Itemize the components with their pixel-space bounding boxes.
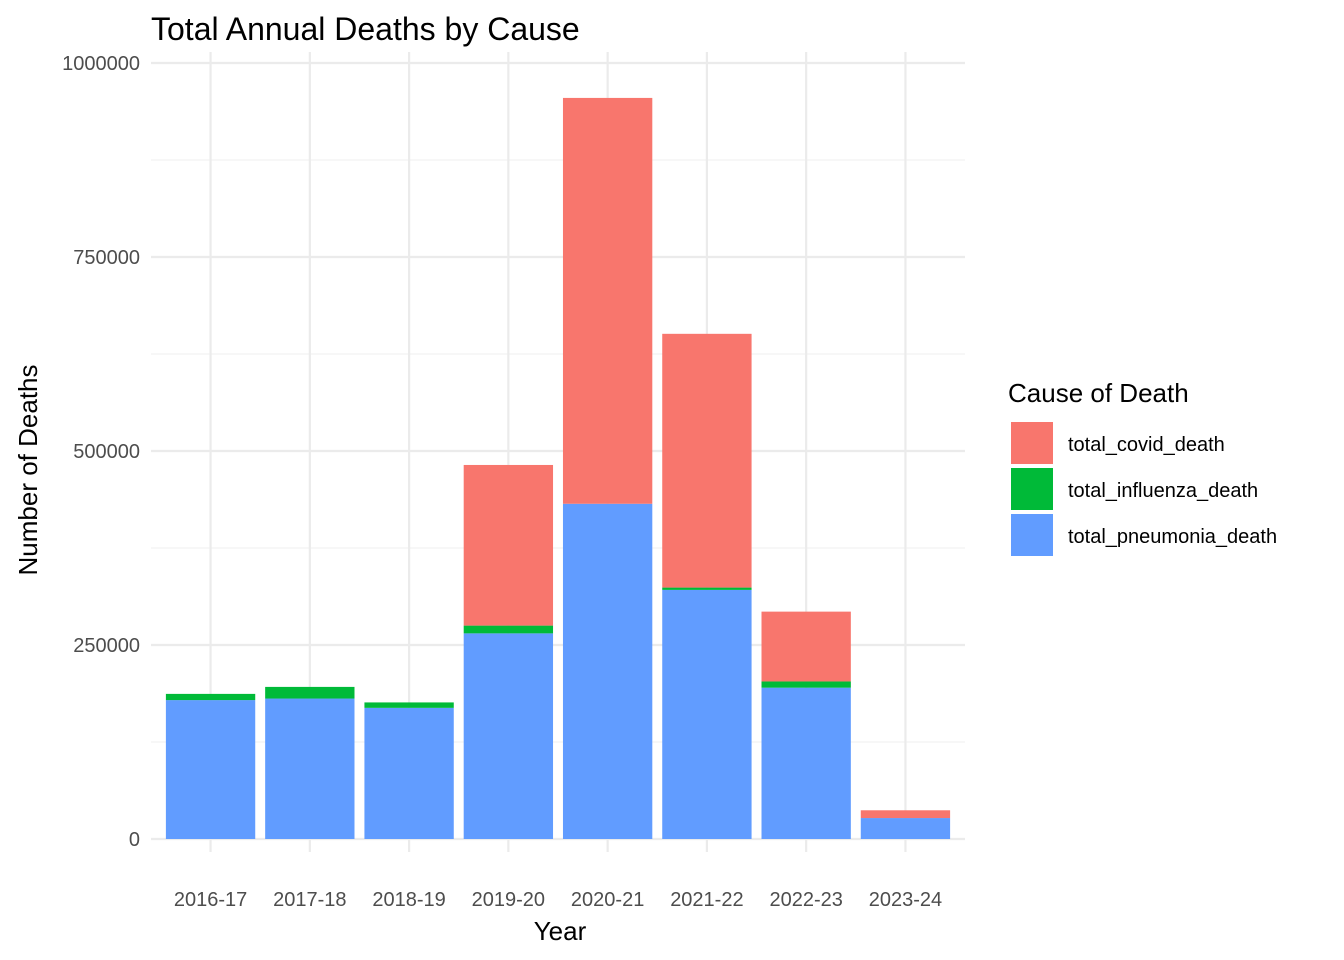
bar-segment-total-covid-death	[662, 333, 752, 588]
bar-segment-total-pneumonia-death	[265, 698, 355, 839]
y-tick-label: 250000	[73, 635, 140, 657]
bar-segment-total-pneumonia-death	[761, 687, 851, 839]
y-tick-label: 1000000	[62, 53, 140, 75]
x-tick-label: 2016-17	[174, 889, 247, 911]
legend-key-total-influenza-death	[1011, 468, 1053, 510]
x-tick-label: 2019-20	[472, 889, 545, 911]
bar-segment-total-influenza-death	[662, 587, 752, 590]
x-tick-label: 2020-21	[571, 889, 644, 911]
x-tick-label: 2023-24	[869, 889, 942, 911]
y-axis-ticks: 0 250000 500000 750000 1000000	[62, 53, 140, 851]
bar-segment-total-covid-death	[562, 97, 653, 504]
bar-segment-total-influenza-death	[364, 702, 454, 708]
legend-label: total_influenza_death	[1068, 480, 1258, 502]
y-tick-label: 750000	[73, 247, 140, 269]
legend-items: total_covid_death total_influenza_deathto…	[1011, 422, 1277, 556]
bar-segment-total-pneumonia-death	[662, 589, 752, 839]
x-axis-title: Year	[534, 916, 587, 946]
legend-key-total-pneumonia-death	[1011, 514, 1053, 556]
bar-segment-total-pneumonia-death	[165, 700, 256, 839]
bar-segment-total-influenza-death	[165, 693, 256, 701]
bar-segment-total-covid-death	[463, 464, 554, 626]
bar-segment-total-pneumonia-death	[364, 707, 454, 839]
legend-label: total_pneumonia_death	[1068, 526, 1277, 548]
x-axis-ticks: 2016-17 2017-18 2018-19 2019-20 2020-21 2021-…	[174, 889, 942, 911]
legend-key-total-covid-death	[1011, 422, 1053, 464]
bar-segment-total-influenza-death	[463, 625, 554, 634]
y-axis-title: Number of Deaths	[13, 365, 43, 576]
y-tick-label: 500000	[73, 441, 140, 463]
x-tick-label: 2022-23	[769, 889, 842, 911]
bars	[165, 97, 951, 839]
legend-title: Cause of Death	[1008, 378, 1189, 408]
bar-segment-total-pneumonia-death	[562, 503, 653, 839]
y-tick-label: 0	[129, 829, 140, 851]
x-tick-label: 2017-18	[273, 889, 346, 911]
chart-title: Total Annual Deaths by Cause	[151, 11, 580, 47]
bar-segment-total-influenza-death	[265, 686, 355, 699]
bar-segment-total-influenza-death	[761, 681, 851, 688]
x-tick-label: 2018-19	[372, 889, 445, 911]
bar-segment-total-pneumonia-death	[860, 818, 951, 839]
bar-segment-total-covid-death	[860, 810, 951, 819]
legend: Cause of Death total_covid_death total_in…	[1008, 378, 1277, 556]
x-tick-label: 2021-22	[670, 889, 743, 911]
bar-segment-total-covid-death	[761, 611, 851, 682]
bar-segment-total-pneumonia-death	[463, 633, 554, 839]
legend-label: total_covid_death	[1068, 434, 1225, 456]
